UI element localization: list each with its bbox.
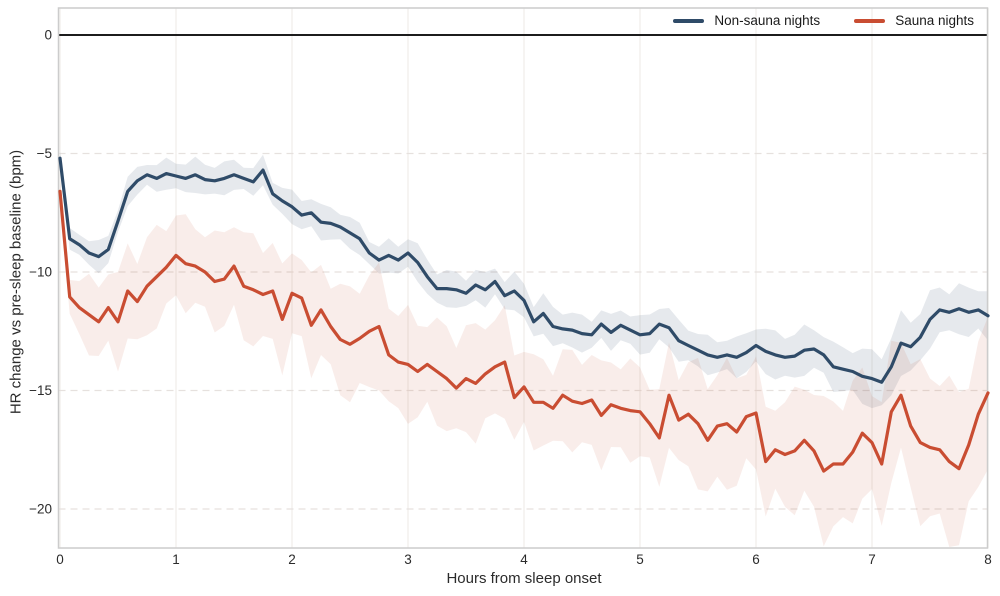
sauna-band (60, 178, 988, 547)
legend-label-sauna: Sauna nights (895, 13, 974, 28)
legend-label-non-sauna: Non-sauna nights (714, 13, 821, 28)
x-tick-label: 7 (868, 552, 876, 567)
series-lines (58, 156, 990, 473)
x-tick-label: 3 (404, 552, 412, 567)
sauna-line-swatch (854, 18, 886, 23)
y-tick-labels: 0 −5 −10 −15 −20 (29, 28, 52, 517)
legend-item-non-sauna: Non-sauna nights (673, 13, 820, 28)
y-axis-label: HR change vs pre-sleep baseline (bpm) (7, 149, 25, 415)
horizontal-gridlines (58, 152, 988, 510)
non-sauna-line (58, 156, 990, 384)
confidence-bands (60, 151, 988, 547)
non-sauna-band (60, 151, 988, 409)
legend: Non-sauna nights Sauna nights (673, 13, 974, 28)
x-tick-label: 2 (288, 552, 296, 567)
sauna-line (58, 189, 990, 473)
x-tick-label: 4 (520, 552, 528, 567)
x-tick-label: 8 (984, 552, 992, 567)
y-tick-label: 0 (44, 28, 52, 43)
x-tick-label: 0 (56, 552, 64, 567)
y-tick-label: −15 (29, 383, 52, 398)
x-tick-label: 1 (172, 552, 180, 567)
x-tick-label: 5 (636, 552, 644, 567)
legend-item-sauna: Sauna nights (854, 13, 974, 28)
y-tick-label: −10 (29, 265, 52, 280)
non-sauna-line-swatch (673, 18, 705, 23)
plot-spines (57, 7, 989, 549)
x-tick-label: 6 (752, 552, 760, 567)
x-tick-labels: 0 1 2 3 4 5 6 7 8 (56, 552, 992, 567)
x-axis-label: Hours from sleep onset (446, 570, 602, 587)
y-tick-label: −5 (37, 146, 52, 161)
y-tick-label: −20 (29, 502, 52, 517)
